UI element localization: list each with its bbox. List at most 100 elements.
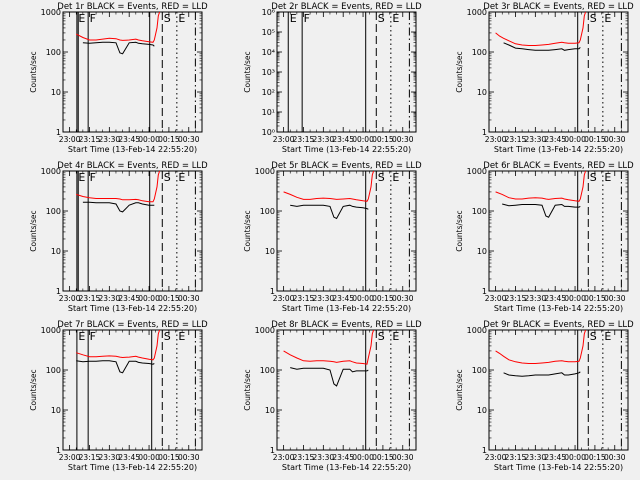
series-lld [283, 171, 375, 202]
plot-area [75, 12, 196, 132]
y-tick-label: 1000 [41, 8, 61, 17]
series-lld [75, 12, 161, 43]
panel-det-9: Det 9r BLACK = Events, RED = LLD 1 10 100 10… [455, 320, 634, 472]
x-tick-label: 00:30 [178, 294, 200, 303]
marker-label: E [392, 12, 399, 25]
y-axis-label: Counts/sec [243, 210, 252, 251]
plot-frame [488, 11, 629, 133]
x-tick-label: 23:30 [525, 294, 547, 303]
x-tick-label: 00:15 [372, 294, 394, 303]
x-tick-label: 00:15 [158, 453, 180, 462]
panel-det-1: Det 1r BLACK = Events, RED = LLD 1 10 100 10… [29, 2, 208, 154]
y-tick-label: 1 [56, 287, 61, 296]
marker-label: S [378, 12, 385, 25]
panel-title: Det 4r BLACK = Events, RED = LLD [57, 161, 208, 171]
plot-area [287, 12, 410, 132]
x-tick-label: 23:15 [505, 135, 527, 144]
x-axis-label: Start Time (13-Feb-14 22:55:20) [68, 304, 197, 313]
panel-title: Det 1r BLACK = Events, RED = LLD [57, 2, 208, 12]
y-axis-label: Counts/sec [243, 51, 252, 92]
x-tick-label: 23:00 [59, 453, 81, 462]
series-events [503, 42, 581, 51]
x-tick-label: 23:30 [313, 135, 335, 144]
y-tick-label: 1 [270, 446, 275, 455]
panel-title: Det 2r BLACK = Events, RED = LLD [271, 2, 422, 12]
x-tick-label: 23:45 [544, 135, 566, 144]
marker-label: E [78, 171, 85, 184]
x-tick-label: 23:00 [59, 135, 81, 144]
y-tick-label: 10 [477, 406, 487, 415]
plot-frame [276, 11, 417, 133]
y-tick-label: 1000 [255, 167, 275, 176]
x-tick-label: 00:30 [392, 453, 414, 462]
x-tick-label: 00:15 [372, 453, 394, 462]
y-tick-label: 1000 [41, 167, 61, 176]
y-axis-label: Counts/sec [455, 210, 464, 251]
plot-frame [276, 329, 417, 451]
plot-area [76, 330, 196, 450]
y-tick-label: 100 [46, 207, 61, 216]
series-events [82, 41, 155, 55]
x-tick-label: 00:15 [584, 135, 606, 144]
panel-title: Det 5r BLACK = Events, RED = LLD [271, 161, 422, 171]
plot-frame [62, 170, 203, 292]
panel-title: Det 8r BLACK = Events, RED = LLD [271, 320, 422, 330]
x-axis-label: Start Time (13-Feb-14 22:55:20) [282, 304, 411, 313]
x-tick-label: 23:00 [485, 135, 507, 144]
x-tick-label: 00:00 [138, 453, 160, 462]
panel-det-2: Det 2r BLACK = Events, RED = LLD 10⁰ 10¹ 10… [243, 2, 422, 154]
y-tick-label: 1000 [467, 8, 487, 17]
y-axis-label: Counts/sec [243, 369, 252, 410]
panel-det-6: Det 6r BLACK = Events, RED = LLD 1 10 100 10… [455, 161, 634, 313]
series-lld [495, 330, 587, 364]
plot-area [495, 330, 622, 450]
y-tick-label: 100 [472, 366, 487, 375]
x-tick-label: 23:30 [525, 453, 547, 462]
x-tick-label: 23:30 [313, 294, 335, 303]
marker-label: F [90, 171, 96, 184]
x-axis-label: Start Time (13-Feb-14 22:55:20) [68, 145, 197, 154]
series-lld [495, 12, 587, 46]
y-tick-label: 1 [482, 446, 487, 455]
x-tick-label: 00:30 [392, 135, 414, 144]
x-tick-label: 00:00 [138, 135, 160, 144]
marker-label: F [90, 330, 96, 343]
x-tick-label: 23:15 [293, 453, 315, 462]
marker-label: E [604, 171, 611, 184]
x-tick-label: 23:15 [293, 135, 315, 144]
panel-det-8: Det 8r BLACK = Events, RED = LLD 1 10 100 10… [243, 320, 422, 472]
marker-label: S [378, 171, 385, 184]
marker-label: E [604, 12, 611, 25]
series-events [502, 203, 581, 218]
marker-label: E [392, 330, 399, 343]
x-tick-label: 00:30 [604, 453, 626, 462]
x-tick-label: 00:15 [584, 294, 606, 303]
x-tick-label: 00:00 [352, 294, 374, 303]
x-tick-label: 23:15 [79, 453, 101, 462]
y-tick-label: 1000 [41, 326, 61, 335]
x-tick-label: 00:00 [352, 135, 374, 144]
y-tick-label: 10 [265, 247, 275, 256]
x-tick-label: 23:30 [99, 135, 121, 144]
marker-label: S [590, 171, 597, 184]
marker-label: E [604, 330, 611, 343]
x-axis-label: Start Time (13-Feb-14 22:55:20) [494, 304, 623, 313]
marker-label: E [178, 330, 185, 343]
x-tick-label: 00:30 [392, 294, 414, 303]
panel-title: Det 6r BLACK = Events, RED = LLD [483, 161, 634, 171]
x-tick-label: 00:30 [604, 135, 626, 144]
y-tick-label: 100 [260, 207, 275, 216]
x-tick-label: 00:15 [158, 294, 180, 303]
x-tick-label: 23:00 [59, 294, 81, 303]
x-tick-label: 00:15 [158, 135, 180, 144]
x-tick-label: 23:00 [273, 294, 295, 303]
marker-label: S [590, 330, 597, 343]
y-tick-label: 10² [262, 88, 275, 97]
series-events [290, 367, 369, 387]
series-events [82, 201, 155, 213]
panel-det-3: Det 3r BLACK = Events, RED = LLD 1 10 100 10… [455, 2, 634, 154]
y-tick-label: 10 [51, 406, 61, 415]
y-axis-label: Counts/sec [29, 51, 38, 92]
panel-det-4: Det 4r BLACK = Events, RED = LLD 1 10 100 10… [29, 161, 208, 313]
series-events [290, 204, 369, 220]
